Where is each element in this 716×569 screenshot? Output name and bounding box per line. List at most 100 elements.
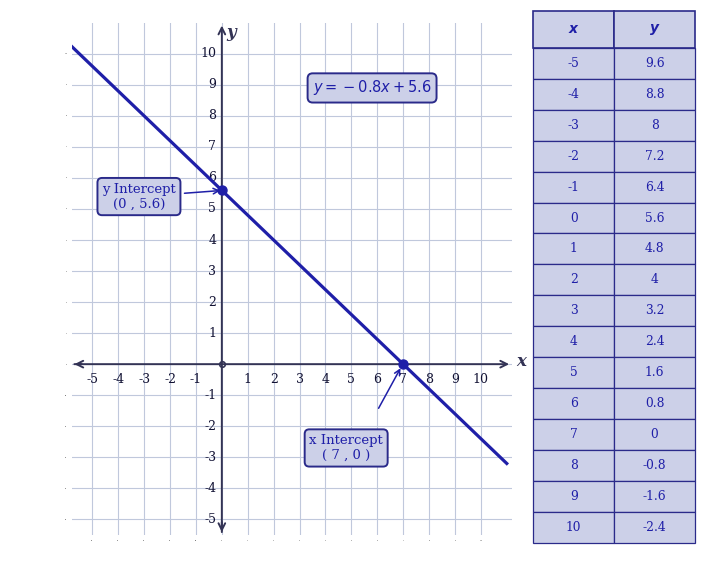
Bar — [614, 265, 695, 295]
Text: y: y — [226, 24, 236, 42]
Text: 0: 0 — [570, 212, 578, 225]
Bar — [533, 171, 614, 203]
Bar — [614, 171, 695, 203]
Text: 7: 7 — [208, 141, 216, 154]
Text: -4: -4 — [204, 482, 216, 495]
Text: 3: 3 — [570, 304, 578, 318]
Bar — [614, 481, 695, 513]
Text: 3: 3 — [296, 373, 304, 386]
Text: 5: 5 — [347, 373, 355, 386]
Text: -2: -2 — [204, 420, 216, 433]
Text: -2: -2 — [568, 150, 580, 163]
Bar — [533, 357, 614, 389]
Bar — [533, 233, 614, 265]
Bar — [533, 79, 614, 110]
Text: 7: 7 — [570, 428, 578, 442]
Bar — [533, 481, 614, 513]
Text: 1: 1 — [208, 327, 216, 340]
Text: 4: 4 — [651, 274, 659, 286]
Text: 8: 8 — [651, 118, 659, 131]
Text: $y = -0.8x + 5.6$: $y = -0.8x + 5.6$ — [313, 79, 432, 97]
Bar — [614, 233, 695, 265]
Bar — [533, 327, 614, 357]
Text: 3.2: 3.2 — [645, 304, 664, 318]
Text: 5.6: 5.6 — [645, 212, 664, 225]
Bar — [533, 295, 614, 327]
Text: 0: 0 — [651, 428, 659, 442]
Text: x: x — [516, 353, 526, 370]
Bar — [614, 451, 695, 481]
Bar — [614, 513, 695, 543]
Text: 6: 6 — [373, 373, 381, 386]
Bar — [533, 110, 614, 141]
Bar — [614, 203, 695, 233]
Text: 6: 6 — [208, 171, 216, 184]
Text: -4: -4 — [112, 373, 125, 386]
Text: -1: -1 — [204, 389, 216, 402]
Text: 5: 5 — [570, 366, 578, 380]
Text: x Intercept
( 7 , 0 ): x Intercept ( 7 , 0 ) — [309, 434, 383, 462]
Text: -3: -3 — [138, 373, 150, 386]
Text: 9.6: 9.6 — [644, 56, 664, 69]
Text: 0.8: 0.8 — [645, 397, 664, 410]
Bar — [614, 48, 695, 79]
Text: 10: 10 — [566, 521, 581, 534]
Text: 5: 5 — [208, 203, 216, 216]
Text: -4: -4 — [568, 88, 580, 101]
Text: 8.8: 8.8 — [644, 88, 664, 101]
Text: -2: -2 — [164, 373, 176, 386]
Text: -0.8: -0.8 — [643, 459, 667, 472]
Bar — [533, 451, 614, 481]
Text: 9: 9 — [208, 79, 216, 92]
Text: 4: 4 — [570, 336, 578, 348]
Text: -5: -5 — [87, 373, 98, 386]
Text: -5: -5 — [568, 56, 580, 69]
Text: 1.6: 1.6 — [645, 366, 664, 380]
Bar — [614, 389, 695, 419]
Text: 7: 7 — [400, 373, 407, 386]
Text: -5: -5 — [204, 513, 216, 526]
Bar — [614, 327, 695, 357]
Text: -1: -1 — [568, 180, 580, 193]
Text: 4.8: 4.8 — [644, 242, 664, 255]
Text: 7.2: 7.2 — [645, 150, 664, 163]
Text: 8: 8 — [208, 109, 216, 122]
Text: -1: -1 — [190, 373, 202, 386]
Bar — [614, 79, 695, 110]
Bar — [614, 295, 695, 327]
Text: 3: 3 — [208, 265, 216, 278]
Text: $\bfit{x}$: $\bfit{x}$ — [568, 22, 580, 36]
Text: -3: -3 — [204, 451, 216, 464]
Bar — [533, 48, 614, 79]
Text: 6: 6 — [570, 397, 578, 410]
Text: 2.4: 2.4 — [644, 336, 664, 348]
Bar — [533, 419, 614, 451]
Bar — [614, 141, 695, 171]
Text: 4: 4 — [208, 233, 216, 246]
Bar — [614, 357, 695, 389]
Text: $\bfit{y}$: $\bfit{y}$ — [649, 22, 660, 37]
Bar — [614, 11, 695, 48]
Text: 8: 8 — [425, 373, 433, 386]
Text: y Intercept
(0 , 5.6): y Intercept (0 , 5.6) — [102, 183, 176, 211]
Text: 6.4: 6.4 — [644, 180, 664, 193]
Bar — [533, 389, 614, 419]
Text: 10: 10 — [473, 373, 489, 386]
Text: 2: 2 — [570, 274, 578, 286]
Text: 8: 8 — [570, 459, 578, 472]
Text: -2.4: -2.4 — [643, 521, 667, 534]
Text: 1: 1 — [243, 373, 252, 386]
Bar — [533, 513, 614, 543]
Bar — [533, 265, 614, 295]
Text: 2: 2 — [208, 295, 216, 308]
Text: 2: 2 — [270, 373, 278, 386]
Bar — [614, 110, 695, 141]
Text: 1: 1 — [570, 242, 578, 255]
Bar — [533, 203, 614, 233]
Bar — [533, 141, 614, 171]
Text: 10: 10 — [200, 47, 216, 60]
Text: -3: -3 — [568, 118, 580, 131]
Text: 9: 9 — [451, 373, 459, 386]
Bar — [533, 11, 614, 48]
Bar — [614, 419, 695, 451]
